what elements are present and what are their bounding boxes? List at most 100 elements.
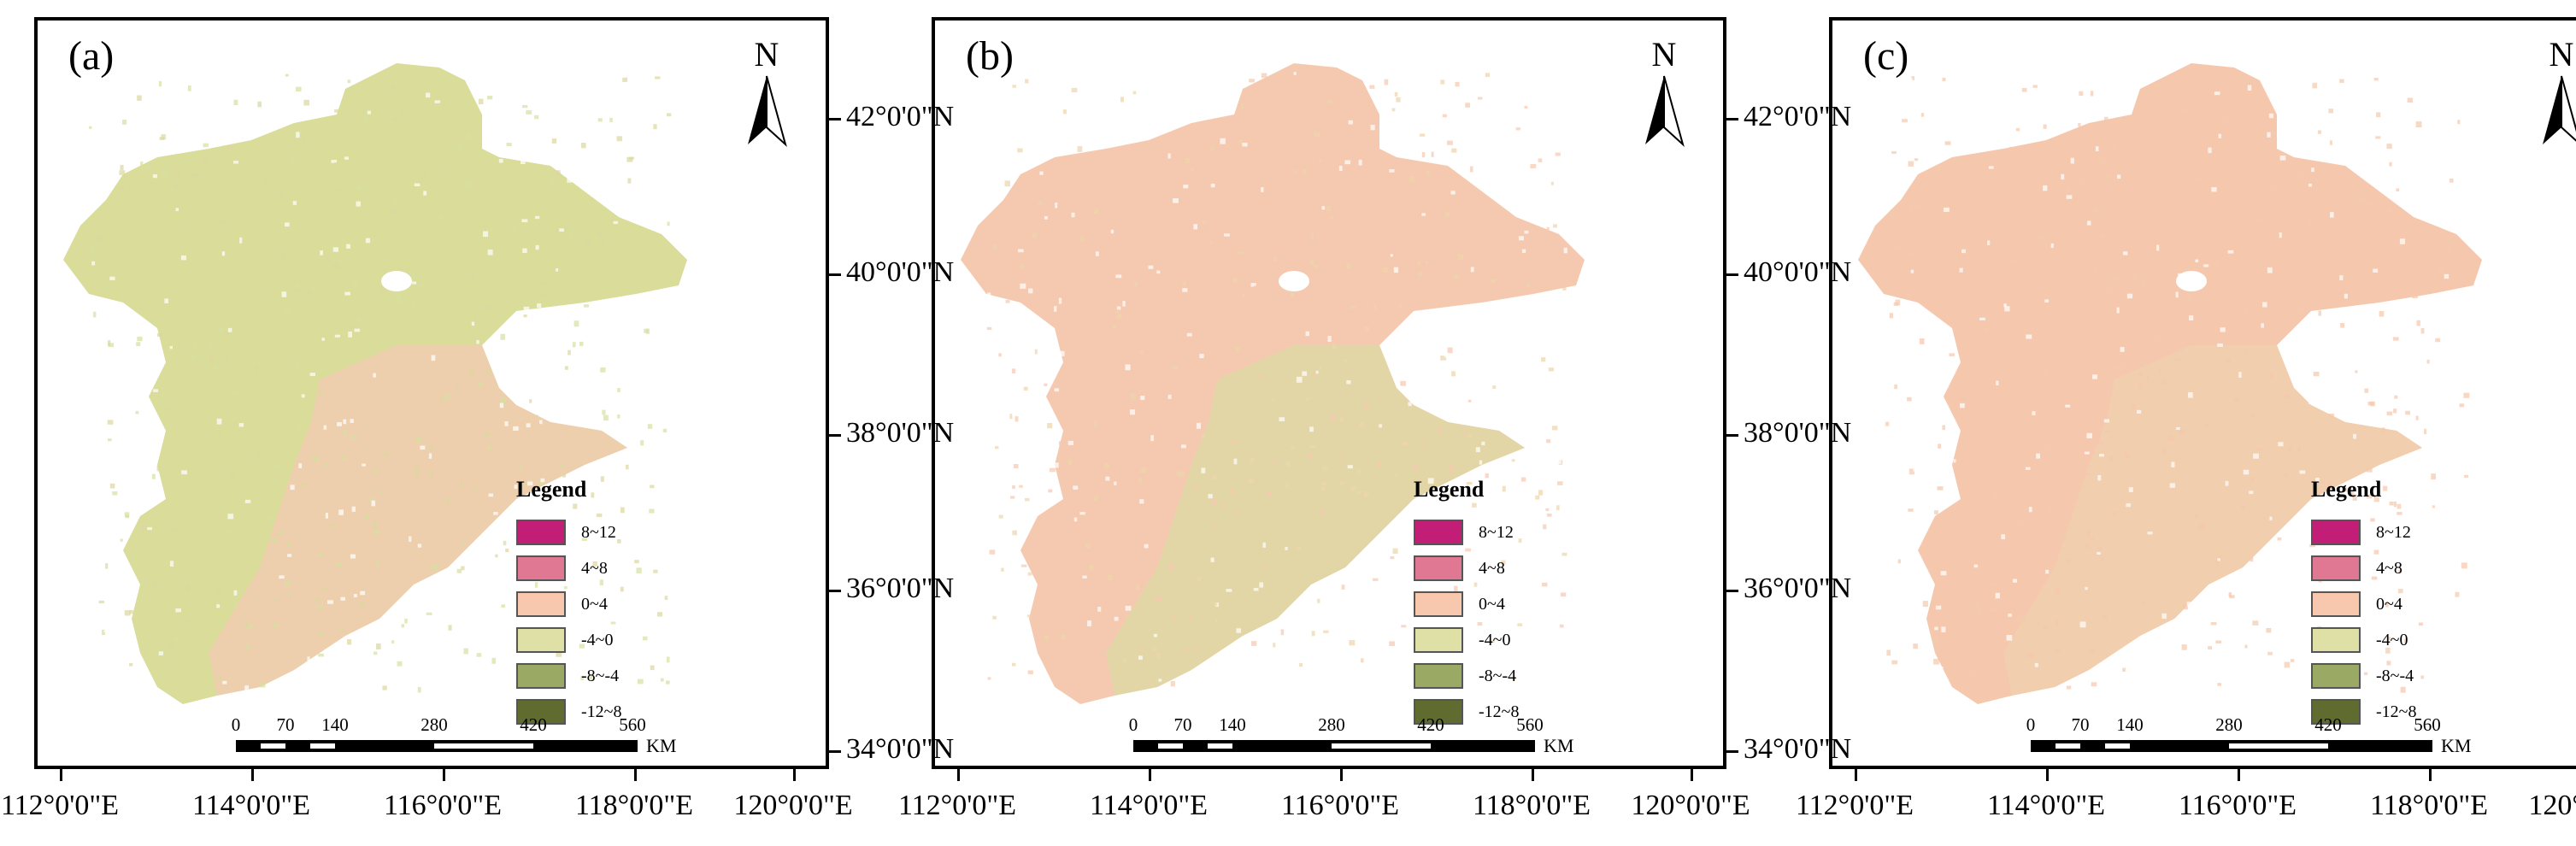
region-zone [209, 345, 627, 696]
longitude-tick [1855, 769, 1857, 781]
scale-bar: 0 70 140 280 420 560 KM [1129, 714, 1574, 757]
legend-swatch [516, 627, 566, 653]
legend-label: 4~8 [1479, 558, 1505, 578]
scale-unit: KM [1544, 735, 1574, 756]
legend-item: 0~4 [2311, 586, 2516, 622]
latitude-tick [1726, 590, 1738, 592]
legend-item: -4~0 [2311, 622, 2516, 658]
legend-label: -4~0 [1479, 630, 1511, 649]
latitude-label: 38°0'0"N [1744, 417, 1852, 449]
latitude-tick [1726, 434, 1738, 437]
legend-swatch [2311, 699, 2361, 725]
north-arrow: N [2532, 38, 2576, 153]
region-map [1858, 63, 2482, 704]
longitude-label: 114°0'0"E [1986, 790, 2106, 821]
scale-unit: KM [2441, 735, 2472, 756]
scale-bar-graphic [1133, 740, 1535, 752]
legend-label: -8~-4 [581, 666, 620, 685]
region-zone [1106, 345, 1525, 696]
latitude-label: 38°0'0"N [846, 417, 955, 449]
panel-label: (b) [966, 33, 1014, 79]
scale-tick-label: 70 [276, 714, 295, 735]
latitude-tick [1726, 118, 1738, 120]
scale-tick-label: 70 [1173, 714, 1192, 735]
scale-tick-label: 420 [2314, 714, 2342, 735]
legend-swatch [2311, 663, 2361, 689]
panel-label: (c) [1863, 33, 1909, 79]
legend-item: -4~0 [1414, 622, 1619, 658]
map-panel: (b) N Legend 8~12 4~8 0~4 -4~0 -8~-4 -12~8 0 70 140… [932, 17, 1726, 769]
legend-swatch [1414, 555, 1463, 581]
legend-title: Legend [1414, 477, 1485, 502]
latitude-tick [829, 750, 841, 753]
legend-swatch [2311, 591, 2361, 617]
legend-swatch [2311, 520, 2361, 545]
north-arrow-icon [748, 75, 787, 148]
legend-item: 0~4 [516, 586, 721, 622]
scale-tick-label: 70 [2071, 714, 2090, 735]
latitude-tick [829, 273, 841, 276]
longitude-tick [1340, 769, 1343, 781]
legend-title: Legend [516, 477, 587, 502]
scale-tick-label: 280 [421, 714, 448, 735]
north-label: N [1651, 35, 1677, 73]
legend-swatch [1414, 663, 1463, 689]
longitude-tick [60, 769, 62, 781]
texture-speckles [1885, 73, 2470, 693]
legend-label: 8~12 [2376, 522, 2411, 542]
legend-label: 8~12 [1479, 522, 1514, 542]
scale-tick-label: 560 [1516, 714, 1544, 735]
legend: Legend 8~12 4~8 0~4 -4~0 -8~-4 -12~8 [2311, 477, 2516, 730]
latitude-tick [829, 434, 841, 437]
scale-bar-graphic [236, 740, 638, 752]
scale-tick-label: 140 [2116, 714, 2144, 735]
latitude-tick [1726, 273, 1738, 276]
longitude-label: 116°0'0"E [383, 790, 503, 821]
legend-swatch [1414, 520, 1463, 545]
latitude-label: 36°0'0"N [846, 573, 955, 604]
longitude-label: 114°0'0"E [191, 790, 311, 821]
legend-swatch [516, 591, 566, 617]
scale-tick-label: 140 [321, 714, 349, 735]
latitude-label: 36°0'0"N [1744, 573, 1852, 604]
legend-label: -8~-4 [1479, 666, 1517, 685]
longitude-tick [443, 769, 445, 781]
legend-label: -12~8 [2376, 702, 2417, 721]
legend: Legend 8~12 4~8 0~4 -4~0 -8~-4 -12~8 [516, 477, 721, 730]
north-arrow-icon [2543, 75, 2576, 144]
legend-swatch [516, 555, 566, 581]
legend-swatch [1414, 591, 1463, 617]
urban-gap [1279, 271, 1309, 291]
legend-item: 4~8 [1414, 550, 1619, 586]
longitude-label: 112°0'0"E [1795, 790, 1914, 821]
urban-gap [381, 271, 412, 291]
legend-label: 8~12 [581, 522, 616, 542]
panel-label: (a) [68, 33, 115, 79]
legend-item: -8~-4 [1414, 658, 1619, 694]
longitude-label: 118°0'0"E [2369, 790, 2489, 821]
longitude-tick [957, 769, 960, 781]
legend-title: Legend [2311, 477, 2382, 502]
legend-label: 4~8 [2376, 558, 2403, 578]
longitude-tick [793, 769, 796, 781]
region-map [63, 63, 687, 704]
legend-item: -12~8 [516, 694, 721, 730]
legend-swatch [2311, 555, 2361, 581]
scale-tick-label: 0 [2026, 714, 2036, 735]
legend-label: -12~8 [581, 702, 622, 721]
legend-item: 0~4 [1414, 586, 1619, 622]
legend-label: 4~8 [581, 558, 608, 578]
latitude-label: 34°0'0"N [1744, 733, 1852, 765]
legend-item: -8~-4 [2311, 658, 2516, 694]
legend-item: -8~-4 [516, 658, 721, 694]
legend-item: 8~12 [516, 514, 721, 550]
map-panel: (c) N Legend 8~12 4~8 0~4 -4~0 -8~-4 -12~8 0 70 140… [1829, 17, 2576, 769]
region-map [961, 63, 1585, 704]
latitude-tick [1726, 750, 1738, 753]
longitude-label: 118°0'0"E [1472, 790, 1591, 821]
legend-item: 8~12 [1414, 514, 1619, 550]
latitude-tick [829, 590, 841, 592]
legend-label: 0~4 [2376, 594, 2403, 614]
north-arrow: N [737, 38, 797, 153]
longitude-label: 120°0'0"E [2528, 790, 2576, 821]
